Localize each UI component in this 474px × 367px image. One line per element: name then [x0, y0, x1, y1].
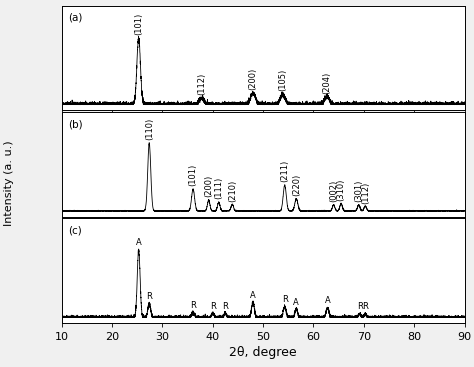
- X-axis label: 2θ, degree: 2θ, degree: [229, 346, 297, 359]
- Text: R: R: [210, 302, 216, 311]
- Text: A: A: [250, 291, 256, 300]
- Text: (204): (204): [322, 72, 331, 94]
- Text: (200): (200): [204, 175, 213, 197]
- Text: (105): (105): [278, 69, 287, 91]
- Text: (220): (220): [292, 174, 301, 196]
- Text: (112): (112): [197, 73, 206, 95]
- Text: Intensity (a. u.): Intensity (a. u.): [4, 141, 15, 226]
- Text: R: R: [190, 301, 196, 310]
- Text: (101): (101): [189, 164, 198, 186]
- Text: (210): (210): [228, 179, 237, 201]
- Text: R: R: [357, 302, 363, 311]
- Text: (200): (200): [248, 68, 257, 90]
- Text: R: R: [282, 295, 288, 304]
- Text: R: R: [222, 302, 228, 311]
- Text: (111): (111): [214, 177, 223, 199]
- Text: A: A: [325, 296, 330, 305]
- Text: A: A: [136, 238, 142, 247]
- Text: R: R: [146, 292, 152, 301]
- Text: A: A: [293, 298, 299, 307]
- Text: (a): (a): [68, 13, 82, 23]
- Text: (301): (301): [354, 180, 363, 202]
- Text: (110): (110): [145, 118, 154, 140]
- Text: (310): (310): [337, 178, 346, 201]
- Text: R: R: [362, 302, 368, 311]
- Text: (c): (c): [68, 226, 82, 236]
- Text: (211): (211): [280, 160, 289, 182]
- Text: (002): (002): [329, 180, 338, 202]
- Text: (b): (b): [68, 119, 82, 129]
- Text: (101): (101): [134, 13, 143, 35]
- Text: (112): (112): [361, 181, 370, 204]
